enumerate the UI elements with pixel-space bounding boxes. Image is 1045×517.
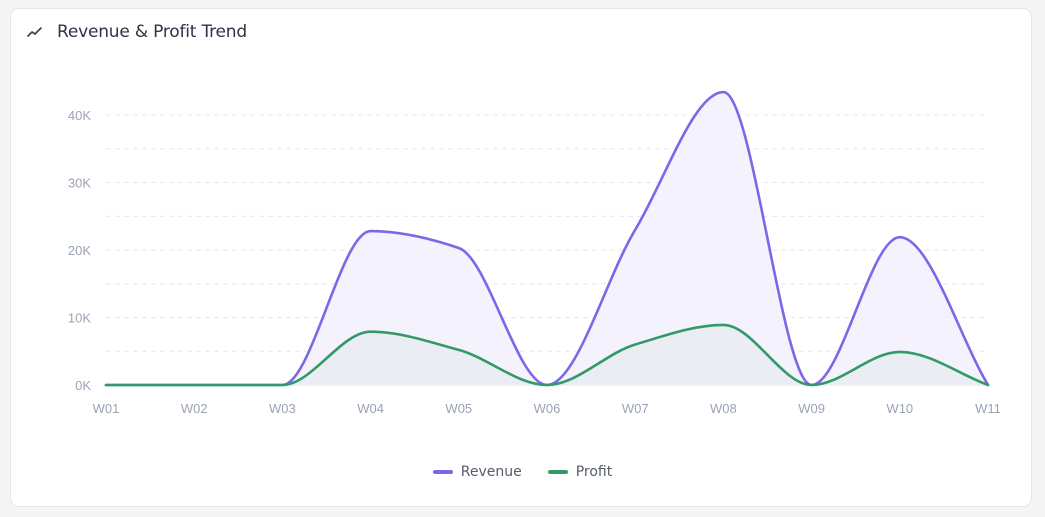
revenue-area [106,92,988,386]
legend-item-revenue[interactable]: Revenue [432,464,522,480]
x-tick-label: W06 [534,401,561,416]
revenue-swatch [432,470,453,474]
y-tick-label: 0K [75,378,91,393]
x-tick-label: W07 [622,401,649,416]
x-tick-label: W10 [886,401,913,416]
legend-label: Revenue [460,464,522,480]
trend-line-icon [27,27,42,37]
x-tick-label: W05 [445,401,472,416]
x-tick-label: W08 [710,401,737,416]
x-tick-label: W02 [181,401,208,416]
x-tick-label: W03 [269,401,296,416]
x-tick-label: W04 [357,401,384,416]
profit-area [106,324,988,385]
x-tick-label: W01 [93,401,120,416]
chart-legend: Revenue Profit [0,464,1045,480]
chart-title: Revenue & Profit Trend [57,22,247,42]
legend-item-profit[interactable]: Profit [547,464,613,480]
y-tick-label: 30K [68,176,91,191]
chart-card [10,8,1032,507]
y-tick-label: 20K [68,243,91,258]
profit-swatch [547,470,568,474]
legend-label: Profit [575,464,613,480]
card-header: Revenue & Profit Trend [26,22,247,42]
y-tick-label: 10K [68,311,91,326]
x-tick-label: W09 [798,401,825,416]
profit-line[interactable] [104,323,990,387]
x-tick-label: W11 [975,401,1001,416]
y-tick-label: 40K [68,108,91,123]
